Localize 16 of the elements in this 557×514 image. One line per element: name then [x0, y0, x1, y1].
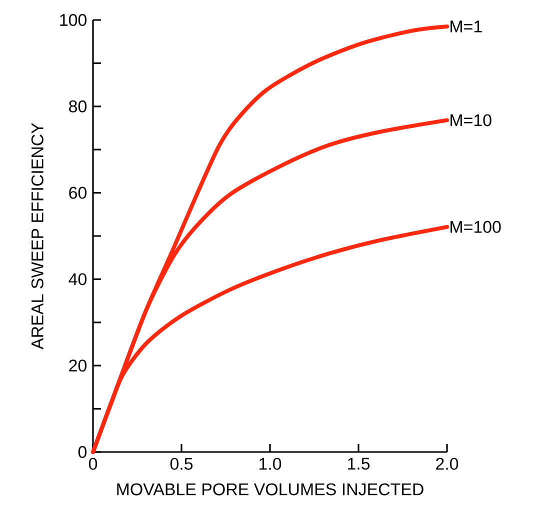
y-tick-label: 0	[78, 446, 86, 458]
y-tick-label: 40	[68, 273, 86, 286]
y-tick-label: 80	[69, 100, 86, 112]
y-tick-label: 60	[69, 186, 86, 199]
x-tick-label: 1.5	[348, 458, 370, 470]
series-label: M=100	[450, 220, 501, 233]
y-axis-title: AREAL SWEEP EFFICIENCY	[31, 122, 44, 350]
series-label: M=1	[450, 20, 482, 32]
y-tick-label: 20	[69, 360, 86, 372]
series-label: M=10	[450, 114, 492, 126]
x-tick-label: 1.0	[260, 458, 282, 470]
x-tick-label: 0	[88, 458, 98, 470]
y-tick-label: 100	[60, 14, 86, 26]
x-axis-title: MOVABLE PORE VOLUMES INJECTED	[117, 483, 424, 496]
x-tick-label: 0.5	[170, 458, 193, 470]
x-tick-label: 2.0	[436, 458, 458, 470]
